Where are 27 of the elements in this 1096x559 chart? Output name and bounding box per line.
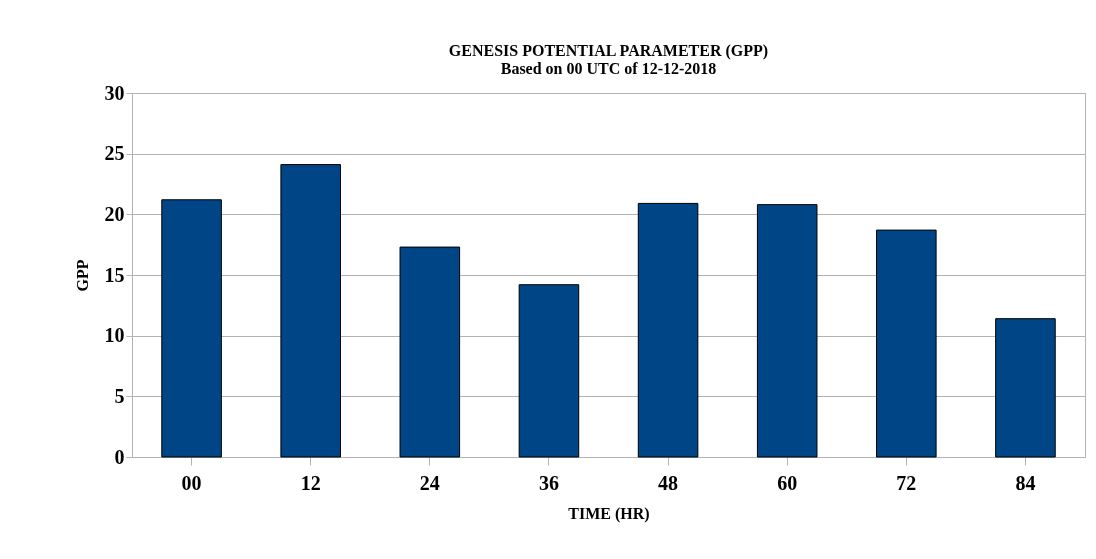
x-axis-title: TIME (HR) [568,504,650,523]
y-tick-label: 15 [104,263,125,286]
bar [280,164,341,458]
x-tick-label: 12 [300,471,321,494]
y-tick-label: 5 [114,384,125,407]
chart-title: GENESIS POTENTIAL PARAMETER (GPP) [448,42,769,60]
y-axis-title: GPP [73,259,91,292]
bar [876,229,937,458]
y-tick-label: 25 [104,142,125,165]
x-tick-label: 48 [658,471,679,494]
bar [637,202,699,458]
bar [161,199,222,458]
chart-subtitle: Based on 00 UTC of 12-12-2018 [500,60,717,77]
x-tick-label: 24 [419,471,440,494]
bar [399,246,461,458]
y-tick-label: 20 [104,202,125,225]
y-tick-label: 30 [104,81,125,104]
y-tick-label: 10 [104,324,125,347]
bar [518,284,580,458]
x-tick-label: 00 [181,471,202,494]
x-tick-label: 36 [538,471,559,494]
bar [995,318,1056,458]
x-tick-label: 84 [1015,471,1036,494]
x-tick-label: 72 [896,471,917,494]
x-tick-label: 60 [777,471,798,494]
y-tick-label: 0 [114,445,125,468]
bar [756,204,818,458]
